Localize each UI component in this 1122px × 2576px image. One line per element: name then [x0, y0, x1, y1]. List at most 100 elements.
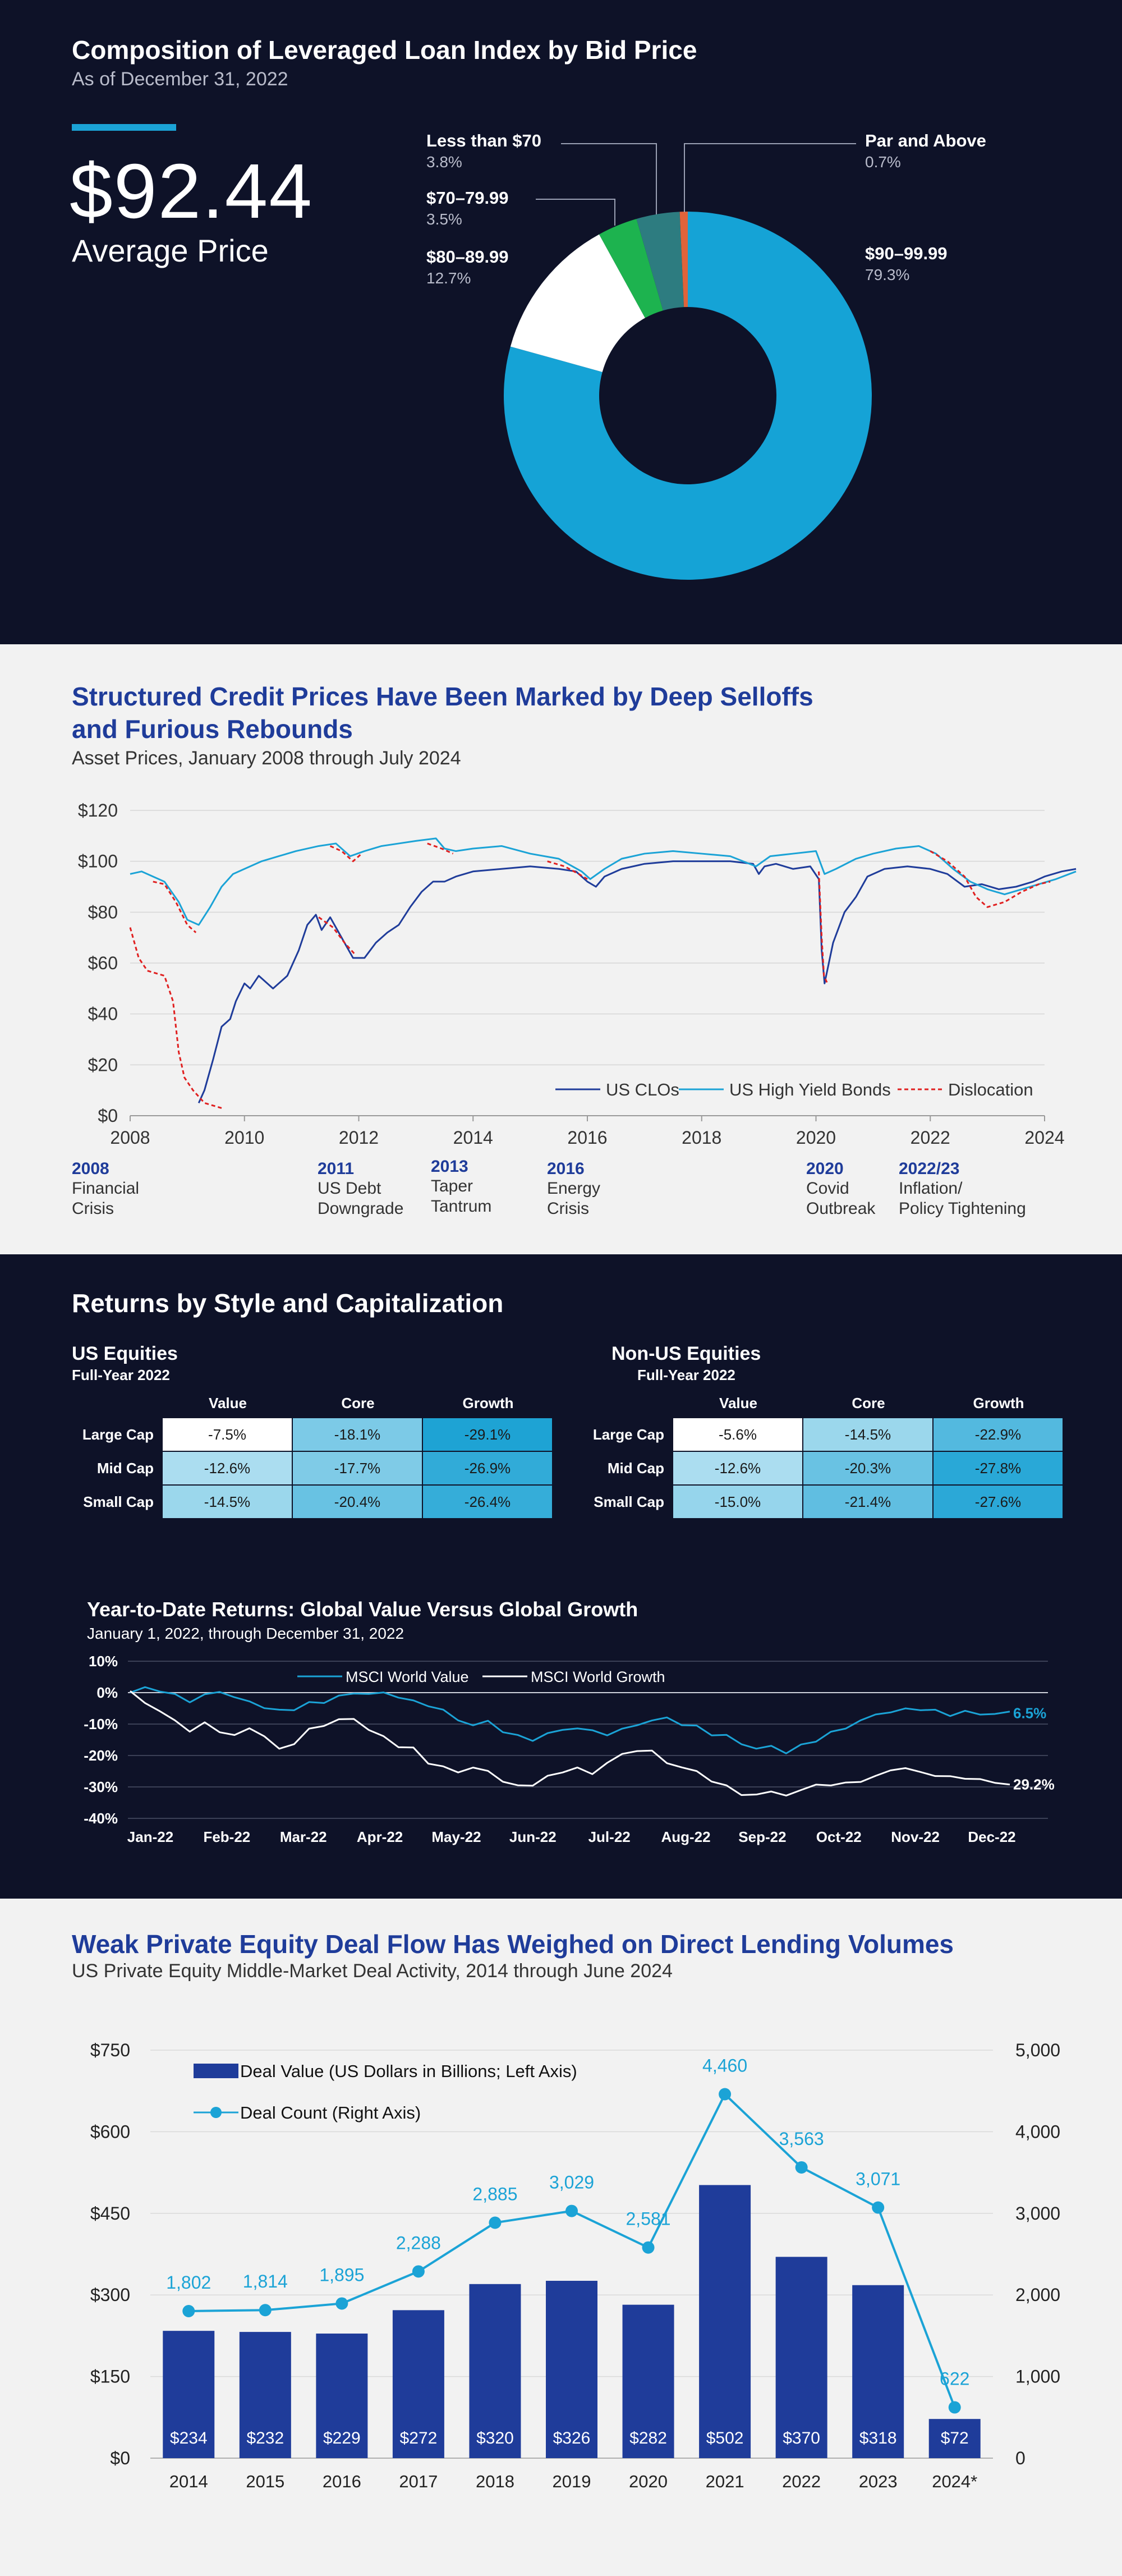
x-tick-label-8: 2024 — [1024, 1127, 1064, 1148]
deal-count-point-10 — [948, 2401, 961, 2414]
deal-right-tick-2: 2,000 — [1015, 2285, 1060, 2305]
series-line-6 — [427, 842, 454, 855]
y-tick-label-1: $20 — [88, 1055, 118, 1075]
heatmap-column-header: Value — [209, 1395, 247, 1411]
label-par-and-above-value: 0.7% — [865, 153, 901, 171]
heatmap-row-label: Large Cap — [592, 1426, 664, 1443]
ytd-x-tick-7: Aug-22 — [661, 1828, 710, 1845]
label-70-79-name: $70–79.99 — [426, 188, 509, 208]
ytd-x-tick-10: Nov-22 — [891, 1828, 940, 1845]
deal-bar-7 — [699, 2185, 751, 2458]
deal-bar-4 — [469, 2284, 521, 2458]
nonus-heatmap: Value Core Growth Large Cap -5.6% -14.5% -22.9… — [0, 1254, 1122, 1899]
ytd-legend-label-0: MSCI World Value — [346, 1669, 469, 1685]
label-70-79-value: 3.5% — [426, 210, 462, 228]
ytd-title: Year-to-Date Returns: Global Value Versu… — [87, 1598, 638, 1621]
event-2020-text2: Outbreak — [806, 1199, 876, 1218]
event-2008: 2008 Financial Crisis — [72, 1159, 139, 1219]
section2-title-line1: Structured Credit Prices Have Been Marke… — [72, 682, 813, 711]
average-price-value: $92.44 — [70, 148, 314, 235]
deal-x-label-7: 2021 — [706, 2472, 744, 2491]
deal-left-tick-4: $600 — [90, 2121, 130, 2142]
heatmap-cell: -26.4% — [423, 1486, 553, 1518]
heatmap-cell: -22.9% — [934, 1418, 1064, 1451]
event-2013-text2: Tantrum — [431, 1197, 492, 1216]
us-equities-subtitle: Full-Year 2022 — [72, 1367, 170, 1383]
ytd-y-tick-3: -20% — [84, 1747, 118, 1764]
ytd-series-0 — [130, 1686, 1010, 1754]
ytd-end-label-1: 29.2% — [1013, 1776, 1055, 1793]
deal-count-point-6 — [642, 2241, 655, 2254]
average-price-label: Average Price — [72, 233, 269, 268]
heatmap-column-header: Growth — [973, 1395, 1024, 1411]
heatmap-cell: -12.6% — [163, 1452, 293, 1484]
deal-bar-9 — [852, 2285, 904, 2458]
label-90-99-name: $90–99.99 — [865, 244, 948, 263]
label-par-and-above-name: Par and Above — [865, 131, 986, 150]
heatmap-column-header: Value — [719, 1395, 757, 1411]
heatmap-row-label: Small Cap — [83, 1493, 154, 1510]
donut-chart — [503, 143, 872, 580]
section-private-equity: Weak Private Equity Deal Flow Has Weighe… — [0, 1899, 1122, 2576]
heatmap-column-header: Growth — [462, 1395, 514, 1411]
event-2016-text2: Crisis — [547, 1199, 589, 1218]
nonus-equities-title: Non-US Equities — [611, 1343, 761, 1364]
heatmap-cell: -20.4% — [293, 1486, 423, 1518]
deal-bar-1 — [239, 2332, 291, 2458]
deal-bar-8 — [775, 2257, 827, 2458]
event-2011-text1: US Debt — [318, 1179, 381, 1198]
deal-count-label-10: 622 — [940, 2369, 969, 2389]
deal-left-tick-0: $0 — [110, 2448, 130, 2468]
series-line-8 — [818, 871, 829, 984]
y-tick-label-3: $60 — [88, 953, 118, 973]
event-2022-text2: Policy Tightening — [899, 1199, 1026, 1218]
deal-x-label-5: 2019 — [553, 2472, 591, 2491]
x-tick-label-5: 2018 — [682, 1127, 721, 1148]
deal-count-point-4 — [489, 2216, 502, 2229]
x-tick-label-2: 2012 — [339, 1127, 379, 1148]
us-equities-title: US Equities — [72, 1343, 178, 1364]
x-tick-label-6: 2020 — [796, 1127, 836, 1148]
heatmap-cell: -20.3% — [803, 1452, 934, 1484]
donut-slice-3 — [636, 212, 684, 311]
event-2008-text2: Crisis — [72, 1199, 114, 1218]
series-line-3 — [153, 881, 197, 933]
section2-title: Structured Credit Prices Have Been Marke… — [72, 680, 813, 746]
ytd-legend-label-1: MSCI World Growth — [531, 1669, 665, 1685]
deal-bar-6 — [622, 2304, 674, 2458]
series-line-2 — [129, 927, 222, 1109]
y-tick-label-5: $100 — [78, 851, 118, 872]
ytd-x-tick-6: Jul-22 — [588, 1828, 631, 1845]
heatmap-cell: -14.5% — [803, 1418, 934, 1451]
event-2020: 2020 Covid Outbreak — [806, 1159, 875, 1219]
deal-x-label-3: 2017 — [399, 2472, 438, 2491]
ytd-y-tick-1: 0% — [96, 1684, 118, 1701]
label-less-than-70-name: Less than $70 — [426, 131, 542, 150]
deal-bar-3 — [392, 2310, 444, 2458]
label-70-79: $70–79.99 3.5% — [426, 188, 509, 228]
heatmap-row-label: Small Cap — [594, 1493, 664, 1510]
deal-left-tick-3: $450 — [90, 2203, 130, 2224]
deal-count-point-7 — [719, 2088, 732, 2101]
section1-title: Composition of Leveraged Loan Index by B… — [72, 35, 697, 65]
series-line-7 — [547, 860, 588, 880]
heatmap-cell: -15.0% — [673, 1486, 803, 1518]
ytd-y-tick-0: 10% — [89, 1653, 118, 1670]
deal-bar-label-0: $234 — [170, 2429, 208, 2447]
heatmap-cell: -26.9% — [423, 1452, 553, 1484]
donut-slice-1 — [510, 234, 645, 372]
label-less-than-70-value: 3.8% — [426, 153, 462, 171]
heatmap-column-header: Core — [341, 1395, 375, 1411]
deal-bar-label-9: $318 — [859, 2429, 897, 2447]
event-2022-year: 2022/23 — [899, 1159, 960, 1178]
deal-bar-label-3: $272 — [400, 2429, 438, 2447]
event-2016: 2016 Energy Crisis — [547, 1159, 600, 1219]
series-line-1 — [130, 837, 1077, 926]
label-80-89: $80–89.99 12.7% — [426, 247, 509, 287]
donut-slice-0 — [503, 212, 872, 580]
event-2020-year: 2020 — [806, 1159, 844, 1178]
legend-label-2: Dislocation — [948, 1080, 1033, 1099]
deal-count-point-1 — [259, 2304, 272, 2317]
section4-title: Weak Private Equity Deal Flow Has Weighe… — [72, 1929, 954, 1959]
deal-count-point-9 — [872, 2201, 885, 2214]
